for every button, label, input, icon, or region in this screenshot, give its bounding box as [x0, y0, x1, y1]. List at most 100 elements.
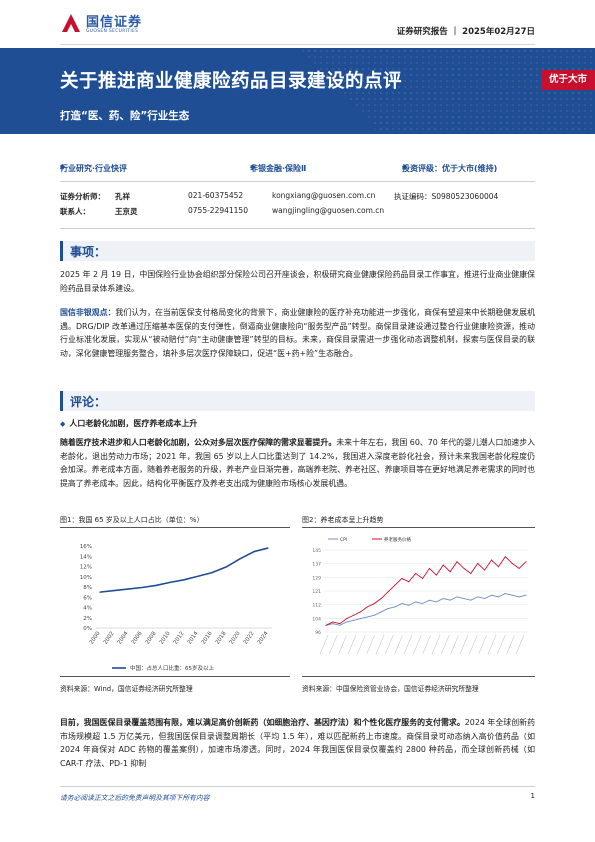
y-tick-label: 12%	[80, 565, 92, 571]
x-tick-mark	[413, 634, 422, 655]
data-point	[197, 575, 199, 577]
data-point	[373, 603, 375, 605]
data-point	[504, 593, 506, 595]
x-tick-mark	[515, 634, 525, 655]
page-header: 国信证券 GUOSEN SECURITIES 证券研究报告 ｜ 2025年02月…	[0, 0, 595, 48]
view-paragraph: 国信非银观点：我们认为，在当前医保支付格局变化的背景下，商业健康险的医疗补充功能…	[60, 306, 535, 360]
data-point	[387, 591, 389, 593]
y-tick-label: 14%	[80, 554, 92, 560]
data-point	[339, 624, 341, 626]
footer-disclaimer[interactable]: 请务必阅读正文之后的免责声明及其项下所有内容	[60, 794, 210, 802]
category-sector: ◆ 非银金融·保险Ⅱ	[250, 163, 307, 173]
header-divider	[60, 44, 535, 45]
view-text: 我们认为，在当前医保支付格局变化的背景下，商业健康险的医疗补充功能进一步强化，商…	[60, 308, 535, 358]
y-tick-label: 8%	[83, 585, 92, 591]
elderly-cost-chart: 145 137 129 121 112 104 96 CPI 养老服务价格	[312, 536, 528, 655]
data-point	[435, 574, 437, 576]
data-point	[497, 596, 499, 598]
y-tick-label: 137	[312, 562, 321, 568]
data-point	[470, 599, 472, 601]
data-point	[373, 614, 375, 616]
data-point	[518, 596, 520, 598]
data-point	[422, 603, 424, 605]
banner-pattern	[300, 48, 595, 134]
data-point	[353, 614, 355, 616]
data-point	[463, 567, 465, 569]
data-point	[239, 558, 241, 560]
data-point	[183, 579, 185, 581]
data-point	[359, 611, 361, 613]
x-tick-label: 2006	[131, 630, 144, 645]
contact-email[interactable]: wangjingling@guosen.com.cn	[272, 206, 385, 215]
x-tick-mark	[478, 634, 487, 655]
data-point	[346, 618, 348, 620]
y-tick-label: 96	[315, 630, 321, 636]
data-point	[435, 601, 437, 603]
x-tick-mark	[487, 634, 497, 655]
data-point	[332, 623, 334, 625]
data-point	[225, 566, 227, 568]
x-tick-label: 2002	[103, 631, 116, 646]
section-event-title: 事项：	[70, 245, 107, 259]
x-tick-mark	[357, 634, 366, 655]
data-point	[211, 572, 213, 574]
x-tick-label: 2008	[145, 630, 158, 645]
report-subtitle: 打造“医、药、险”行业生态	[60, 110, 190, 122]
data-point	[401, 577, 403, 579]
data-point	[113, 589, 115, 592]
data-point	[477, 562, 479, 564]
y-tick-label: 112	[312, 603, 321, 609]
diamond-icon: ◆	[60, 420, 66, 428]
data-point	[470, 572, 472, 574]
data-point	[497, 566, 499, 568]
data-point	[359, 618, 361, 620]
data-point	[353, 619, 355, 621]
x-tick-mark	[319, 634, 329, 655]
analyst-email[interactable]: kongxiang@guosen.com.cn	[272, 191, 376, 200]
data-point	[442, 598, 444, 600]
x-tick-label: 2018	[215, 630, 228, 645]
contacts-divider	[60, 228, 535, 229]
data-point	[449, 571, 451, 573]
x-tick-label: 2010	[159, 630, 172, 645]
data-point	[127, 588, 129, 590]
y-tick-label: 104	[312, 616, 321, 622]
x-tick-label: 2012	[173, 631, 186, 646]
y-tick-label: 145	[312, 548, 321, 554]
data-point	[325, 624, 327, 626]
legend-label: CPI	[340, 537, 347, 543]
event-paragraph: 2025 年 2 月 19 日，中国保险行业协会组织部分保险公司召开座谈会，积极…	[60, 270, 535, 293]
category-industry: ◆ 行业研究·行业快评	[60, 163, 128, 173]
x-tick-label: 2004	[117, 630, 130, 645]
data-point	[484, 569, 486, 571]
x-tick-mark	[506, 634, 515, 655]
logo-text-cn: 国信证券	[86, 15, 143, 30]
series-line	[99, 547, 269, 593]
data-point	[491, 559, 493, 561]
x-tick-mark	[329, 634, 338, 655]
analyst-name: 孔祥	[115, 192, 130, 201]
x-tick-mark	[469, 634, 478, 655]
data-point	[380, 598, 382, 600]
section-comment: 评论：	[60, 391, 535, 411]
data-point	[366, 616, 368, 618]
data-point	[456, 596, 458, 598]
x-tick-mark	[441, 634, 450, 655]
data-point	[511, 562, 513, 564]
y-tick-label: 0%	[83, 626, 92, 632]
figure1-caption: 图1：我国 65 岁及以上人口占比（单位：%）	[60, 516, 204, 524]
logo-text-en: GUOSEN SECURITIES	[86, 29, 139, 34]
figure1-source: 资料来源：Wind，国信证券经济研究所整理	[60, 685, 193, 693]
data-point	[415, 572, 417, 574]
data-point	[525, 561, 527, 563]
y-tick-label: 121	[312, 589, 321, 595]
figure1-box: 0% 2% 4% 6% 8% 10% 12% 14% 16% 2000 2002 2004 2006 20…	[60, 527, 290, 677]
para1-body: 未来十年左右，我国 60、70 年代的婴儿潮人口加速步入老龄化，退出劳动力市场；…	[60, 438, 535, 488]
data-point	[518, 567, 520, 569]
data-point	[525, 594, 527, 596]
x-tick-mark	[497, 634, 506, 655]
diamond-icon: ◆	[250, 163, 256, 171]
x-tick-label: 2024	[257, 630, 270, 645]
guosen-logo-icon	[62, 14, 80, 32]
data-point	[491, 594, 493, 596]
